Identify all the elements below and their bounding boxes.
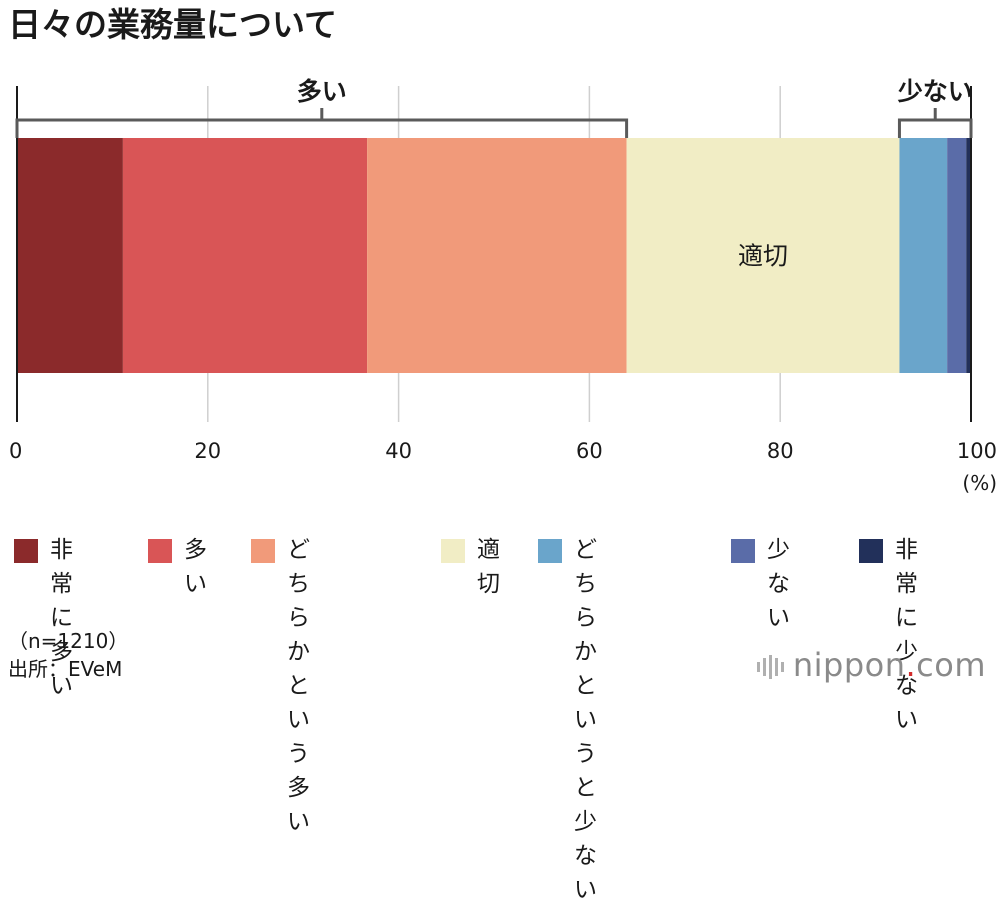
legend: 非常に 多い 多い どちらかと いう多い 適切 どちらかと いうと少ない 少ない 非常に 少… — [14, 533, 1000, 903]
legend-label: 非常に 少ない — [895, 537, 918, 733]
tick-label: 100 — [957, 439, 997, 463]
legend-label: 非常に 多い — [50, 537, 73, 699]
legend-label: どちらかと いう多い — [287, 537, 310, 835]
chart-title: 日々の業務量について — [8, 5, 338, 44]
axis-unit-label: (%) — [962, 471, 997, 495]
bar-segment — [17, 138, 123, 373]
legend-swatch — [148, 539, 172, 563]
bar-segment — [367, 138, 627, 373]
bracket-label: 少ない — [897, 77, 973, 106]
legend-swatch — [731, 539, 755, 563]
tick-label: 80 — [767, 439, 794, 463]
tick-label: 0 — [9, 439, 22, 463]
nippon-logo: nippon.com — [756, 646, 986, 684]
bracket-label: 多い — [297, 77, 347, 106]
legend-label: どちらかと いうと少ない — [574, 537, 597, 903]
sample-size-note: （n=1210） — [8, 629, 129, 653]
tick-label: 40 — [385, 439, 412, 463]
tick-label: 20 — [194, 439, 221, 463]
bar-segment — [122, 138, 368, 373]
logo-name: nippon — [792, 646, 906, 684]
legend-label: 適切 — [477, 537, 500, 597]
logo-bars-icon — [756, 655, 784, 679]
bar-segment — [899, 138, 948, 373]
bracket-line — [897, 118, 973, 138]
legend-swatch — [859, 539, 883, 563]
legend-swatch — [251, 539, 275, 563]
source-note: 出所：EVeM — [8, 657, 123, 681]
logo-dot: . — [905, 646, 917, 684]
bar-segment — [947, 138, 967, 373]
legend-label: 多い — [184, 537, 207, 597]
bar-segment — [626, 138, 900, 373]
legend-swatch — [14, 539, 38, 563]
stacked-bar-chart: 適切 0 20 40 60 80 100 (%) 多い 少ない — [9, 77, 997, 495]
legend-swatch — [538, 539, 562, 563]
segment-label: 適切 — [738, 242, 788, 271]
legend-swatch — [441, 539, 465, 563]
tick-label: 60 — [576, 439, 603, 463]
logo-tld: com — [916, 646, 986, 684]
bracket-line — [15, 118, 629, 138]
legend-label: 少ない — [767, 537, 790, 631]
bar-segment — [966, 138, 971, 373]
